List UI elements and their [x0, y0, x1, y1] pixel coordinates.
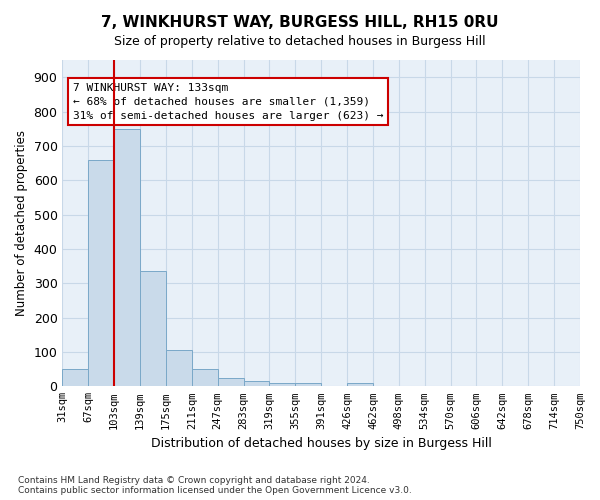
- Text: Size of property relative to detached houses in Burgess Hill: Size of property relative to detached ho…: [114, 35, 486, 48]
- X-axis label: Distribution of detached houses by size in Burgess Hill: Distribution of detached houses by size …: [151, 437, 491, 450]
- Bar: [269, 383, 295, 386]
- Bar: [62, 369, 88, 386]
- Bar: [218, 378, 244, 386]
- Bar: [295, 383, 321, 386]
- Bar: [140, 271, 166, 386]
- Text: 7, WINKHURST WAY, BURGESS HILL, RH15 0RU: 7, WINKHURST WAY, BURGESS HILL, RH15 0RU: [101, 15, 499, 30]
- Bar: [244, 381, 269, 386]
- Text: 7 WINKHURST WAY: 133sqm
← 68% of detached houses are smaller (1,359)
31% of semi: 7 WINKHURST WAY: 133sqm ← 68% of detache…: [73, 83, 383, 121]
- Y-axis label: Number of detached properties: Number of detached properties: [15, 130, 28, 316]
- Bar: [192, 369, 218, 386]
- Bar: [347, 383, 373, 386]
- Text: Contains HM Land Registry data © Crown copyright and database right 2024.
Contai: Contains HM Land Registry data © Crown c…: [18, 476, 412, 495]
- Bar: [88, 160, 114, 386]
- Bar: [166, 350, 192, 387]
- Bar: [114, 128, 140, 386]
